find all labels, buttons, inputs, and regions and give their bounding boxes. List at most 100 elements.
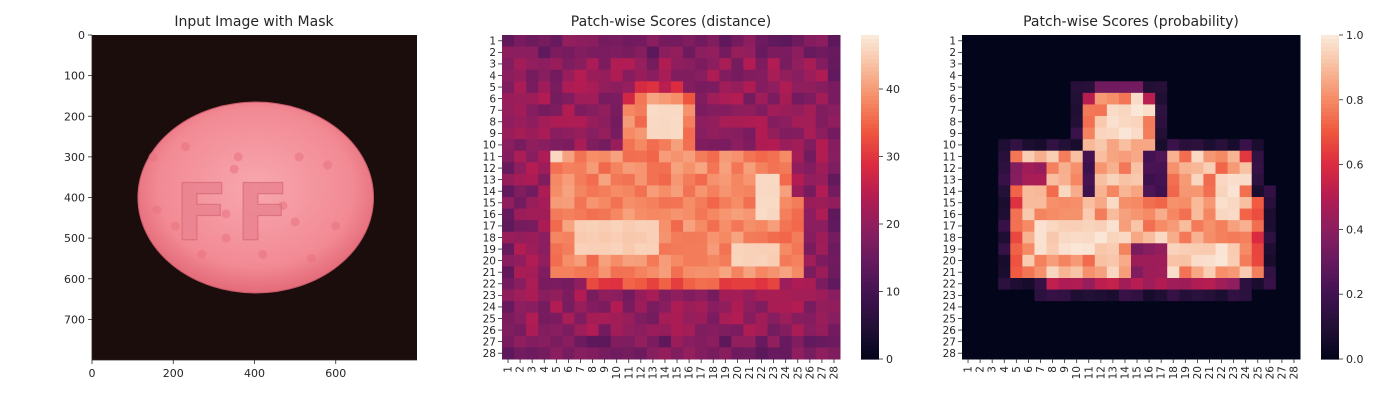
heatmap-cell [1143, 127, 1156, 140]
heatmap-cell [779, 347, 793, 360]
heatmap-cell [1143, 92, 1156, 105]
heatmap-cell [743, 162, 756, 175]
heatmap-cell [538, 231, 551, 244]
heatmap-cell [526, 231, 539, 244]
heatmap-cell [598, 116, 612, 129]
heatmap-cell [598, 254, 612, 267]
heatmap-cell [803, 185, 817, 198]
heatmap-cell [538, 139, 551, 152]
heatmap-cell [646, 347, 660, 360]
heatmap-cell [502, 81, 515, 94]
heatmap-cell [731, 139, 744, 152]
colorbar-segment [861, 136, 879, 141]
heatmap-cell [815, 266, 829, 279]
heatmap-cell [586, 324, 600, 337]
heatmap-cell [1058, 104, 1072, 117]
heatmap-cell [1239, 335, 1253, 348]
x-tick-label: 15 [672, 366, 684, 379]
heatmap-cell [695, 231, 708, 244]
heatmap-cell [707, 243, 720, 256]
colorbar-segment [861, 209, 879, 214]
heatmap-cell [658, 127, 672, 140]
colorbar-segment [1321, 164, 1339, 170]
heatmap-cell [1227, 231, 1241, 244]
heatmap-cell [1046, 324, 1060, 337]
heatmap-cell [671, 254, 684, 267]
heatmap-cell [574, 139, 587, 152]
colorbar-segment [1321, 306, 1339, 311]
heatmap-cell [1082, 231, 1096, 244]
heatmap-cell [707, 231, 720, 244]
colorbar-segment [1321, 209, 1339, 214]
heatmap-cell [1118, 150, 1132, 163]
y-tick-label: 400 [64, 192, 85, 205]
heatmap-cell [514, 139, 527, 152]
x-tick-label: 12 [635, 366, 647, 379]
probability-heatmap-axes: 1234567891011121314151617181920212223242… [943, 36, 1301, 380]
heatmap-cell [998, 231, 1011, 244]
heatmap-cell [1046, 266, 1060, 279]
heatmap-cell [986, 92, 999, 105]
heatmap-cell [743, 116, 756, 129]
heatmap-cell [646, 231, 660, 244]
heatmap-cell [610, 243, 624, 256]
heatmap-cell [622, 92, 636, 105]
heatmap-cell [1155, 92, 1168, 105]
heatmap-cell [695, 278, 708, 291]
heatmap-cell [1203, 162, 1216, 175]
heatmap-cell [1167, 208, 1180, 221]
x-tick-label: 23 [768, 366, 780, 379]
heatmap-cell [974, 266, 987, 279]
heatmap-cell [598, 324, 612, 337]
heatmap-cell [671, 116, 684, 129]
heatmap-cell [1106, 347, 1120, 360]
heatmap-cell [719, 185, 732, 198]
heatmap-cell [574, 301, 587, 314]
heatmap-cell [1022, 69, 1035, 82]
heatmap-cell [1179, 173, 1192, 186]
heatmap-cell [562, 69, 575, 82]
heatmap-cell [683, 243, 696, 256]
colorbar-segment [861, 229, 879, 235]
heatmap-cell [755, 243, 769, 256]
heatmap-cell [514, 231, 527, 244]
colorbar-segment [861, 221, 879, 226]
heatmap-cell [1191, 81, 1204, 94]
heatmap-cell [707, 46, 720, 59]
heatmap-cell [791, 197, 805, 210]
heatmap-cell [743, 173, 756, 186]
heatmap-cell [986, 231, 999, 244]
heatmap-cell [803, 35, 817, 48]
colorbar-tick-label: 0.8 [1346, 94, 1364, 107]
x-tick-label: 14 [659, 366, 671, 380]
x-tick-label: 4 [539, 366, 551, 373]
heatmap-cell [1118, 69, 1132, 82]
heatmap-cell [550, 231, 563, 244]
heatmap-cell [598, 278, 612, 291]
heatmap-cell [986, 197, 999, 210]
heatmap-cell [622, 289, 636, 302]
heatmap-cell [719, 324, 732, 337]
heatmap-cell [791, 81, 805, 94]
heatmap-cell [998, 220, 1011, 233]
heatmap-cell [1191, 324, 1204, 337]
heatmap-cell [1239, 104, 1253, 117]
heatmap-cell [743, 335, 756, 348]
heatmap-cell [1251, 324, 1265, 337]
heatmap-cell [1118, 116, 1132, 129]
heatmap-cell [827, 139, 841, 152]
y-tick-label: 12 [943, 163, 956, 175]
colorbar-segment [861, 79, 879, 85]
heatmap-cell [1239, 127, 1253, 140]
heatmap-cell [1082, 92, 1096, 105]
heatmap-cell [1082, 266, 1096, 279]
colorbar-segment [861, 55, 879, 60]
heatmap-cell [1046, 81, 1060, 94]
heatmap-cell [622, 35, 636, 48]
heatmap-cell [1046, 116, 1060, 129]
heatmap-cell [610, 104, 624, 117]
colorbar-segment [861, 71, 879, 77]
heatmap-cell [1203, 289, 1216, 302]
colorbar-tick-label: 40 [886, 83, 900, 96]
